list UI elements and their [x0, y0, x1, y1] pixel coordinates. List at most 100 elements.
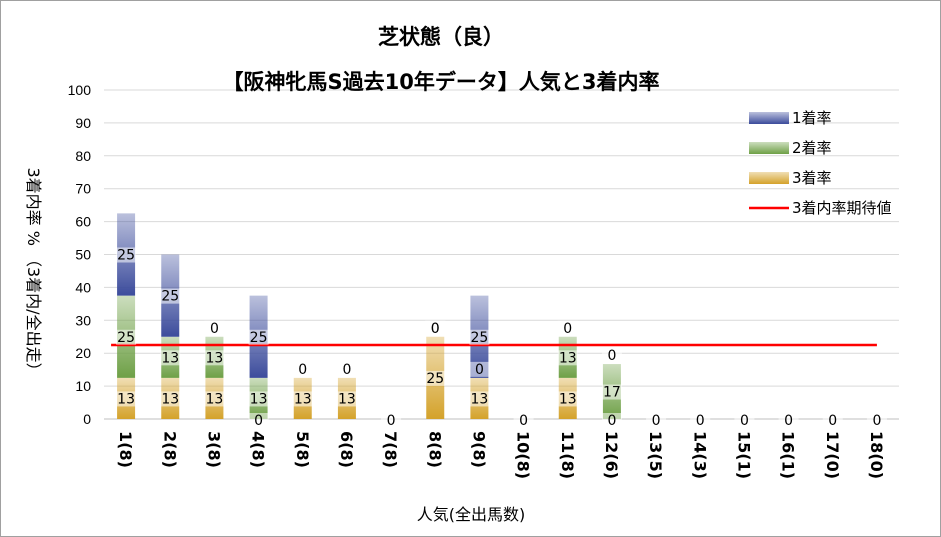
- x-tick-label: 12(6): [602, 431, 621, 479]
- data-label: 0: [210, 321, 219, 337]
- data-label-bg: [557, 320, 578, 336]
- data-label-bg: [513, 413, 534, 428]
- data-label-bg: [204, 350, 225, 366]
- data-label-bg: [425, 320, 446, 336]
- legend: 1着率 2着率 3着率 3着内率期待値: [749, 109, 892, 217]
- x-tick-label: 9(8): [469, 431, 488, 468]
- data-label: 0: [254, 413, 263, 429]
- y-tick-label: 50: [75, 247, 91, 263]
- data-label: 0: [607, 348, 616, 364]
- data-label: 13: [206, 391, 224, 407]
- data-label-bg: [469, 361, 490, 377]
- data-label-bg: [601, 384, 622, 400]
- x-tick-label: 18(0): [867, 431, 886, 479]
- data-label: 0: [652, 413, 661, 429]
- x-tick-label: 5(8): [293, 431, 312, 468]
- bars: [117, 213, 621, 419]
- data-label: 13: [559, 350, 577, 366]
- data-label-bg: [469, 391, 490, 407]
- y-tick-label: 20: [75, 345, 91, 361]
- data-label: 13: [117, 391, 135, 407]
- data-label-bg: [601, 413, 622, 428]
- legend-swatch: [749, 172, 789, 184]
- x-tick-label: 6(8): [337, 431, 356, 468]
- data-label-bg: [204, 391, 225, 407]
- y-tick-label: 60: [75, 214, 91, 230]
- data-label-bg: [690, 413, 711, 428]
- data-label: 0: [872, 413, 881, 429]
- data-label: 25: [117, 330, 135, 346]
- data-label-bg: [601, 348, 622, 364]
- data-label: 13: [161, 391, 179, 407]
- data-label-bg: [160, 288, 181, 304]
- data-label-bg: [822, 413, 843, 428]
- data-label: 0: [563, 321, 572, 337]
- data-label: 0: [298, 362, 307, 378]
- data-label: 0: [607, 413, 616, 429]
- data-label-bg: [116, 329, 137, 345]
- x-tick-label: 13(5): [646, 431, 665, 479]
- x-tick-label: 8(8): [425, 431, 444, 468]
- x-tick-label: 16(1): [779, 431, 798, 479]
- data-label-bg: [557, 391, 578, 407]
- chart-subtitle: 【阪神牝馬S過去10年データ】人気と3着内率: [223, 70, 660, 94]
- x-tick-label: 17(0): [823, 431, 842, 479]
- y-tick-label: 70: [75, 181, 91, 197]
- data-label: 0: [519, 413, 528, 429]
- x-tick-label: 7(8): [381, 431, 400, 468]
- data-label-bg: [381, 413, 402, 428]
- legend-swatch: [749, 142, 789, 154]
- x-axis-ticks: 1(8) 2(8) 3(8) 4(8) 5(8) 6(8) 7(8) 8(8) 9(8) 10(8…: [116, 431, 886, 479]
- data-label: 0: [828, 413, 837, 429]
- x-tick-label: 3(8): [204, 431, 223, 468]
- x-tick-label: 15(1): [734, 431, 753, 479]
- data-label: 13: [161, 350, 179, 366]
- data-label: 0: [784, 413, 793, 429]
- data-label: 25: [250, 330, 268, 346]
- data-label: 0: [342, 362, 351, 378]
- data-label: 25: [117, 248, 135, 264]
- data-label: 13: [471, 391, 489, 407]
- gridlines: [104, 89, 899, 387]
- data-label-bg: [116, 391, 137, 407]
- data-label: 0: [740, 413, 749, 429]
- data-label-bg: [425, 370, 446, 386]
- data-label: 13: [206, 350, 224, 366]
- x-tick-label: 1(8): [116, 431, 135, 468]
- data-label-bg: [116, 247, 137, 263]
- data-label: 13: [559, 391, 577, 407]
- data-label: 17: [603, 385, 621, 401]
- y-tick-label: 30: [75, 312, 91, 328]
- y-tick-label: 10: [75, 378, 91, 394]
- x-tick-label: 4(8): [249, 431, 268, 468]
- data-label: 13: [338, 391, 356, 407]
- y-tick-label: 80: [75, 148, 91, 164]
- data-label-bg: [646, 413, 667, 428]
- legend-label: 1着率: [792, 109, 832, 127]
- data-label-bg: [160, 391, 181, 407]
- data-label-bg: [248, 413, 269, 428]
- data-label-bg: [336, 361, 357, 377]
- data-label: 0: [431, 321, 440, 337]
- data-label: 25: [471, 330, 489, 346]
- x-tick-label: 11(8): [558, 431, 577, 479]
- data-label: 0: [696, 413, 705, 429]
- legend-swatch: [749, 112, 789, 124]
- data-label-bg: [734, 413, 755, 428]
- y-axis-title: 3着内率 % （3着内/全出走）: [24, 167, 43, 378]
- data-label: 13: [294, 391, 312, 407]
- data-label-bg: [248, 391, 269, 407]
- y-tick-label: 90: [75, 115, 91, 131]
- legend-label: 3着率: [792, 169, 832, 187]
- data-label: 25: [161, 289, 179, 305]
- x-tick-label: 14(3): [690, 431, 709, 479]
- data-label-bg: [204, 320, 225, 336]
- x-axis-title: 人気(全出馬数): [417, 505, 526, 524]
- legend-label: 2着率: [792, 139, 832, 157]
- chart-title: 芝状態（良）: [378, 25, 504, 49]
- data-label-bg: [866, 413, 887, 428]
- data-label: 13: [250, 391, 268, 407]
- y-tick-label: 0: [83, 411, 91, 427]
